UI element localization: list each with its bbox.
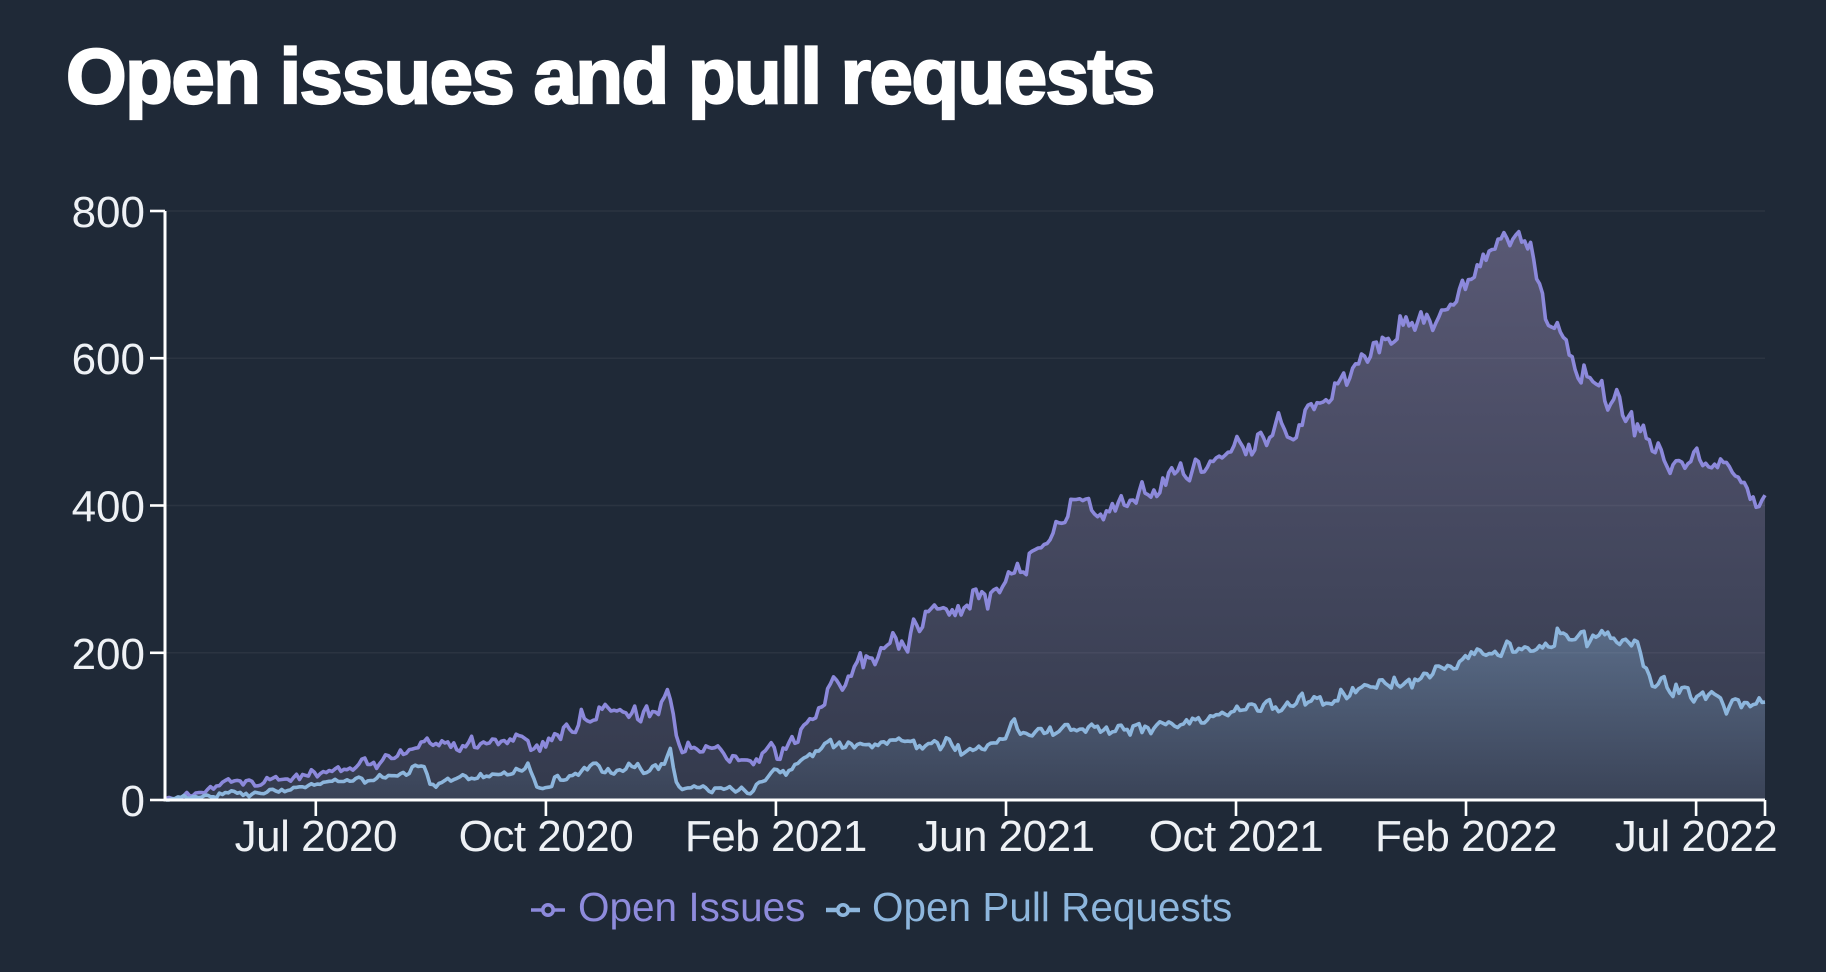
svg-text:400: 400 bbox=[72, 483, 145, 532]
svg-text:200: 200 bbox=[72, 630, 145, 679]
svg-text:Open Issues: Open Issues bbox=[578, 884, 805, 930]
svg-text:Feb 2022: Feb 2022 bbox=[1375, 812, 1557, 861]
svg-text:Feb 2021: Feb 2021 bbox=[685, 812, 867, 861]
svg-text:Jul 2022: Jul 2022 bbox=[1615, 812, 1777, 861]
svg-text:Open Pull Requests: Open Pull Requests bbox=[872, 884, 1232, 930]
svg-text:Oct 2020: Oct 2020 bbox=[459, 812, 634, 861]
svg-text:Jun 2021: Jun 2021 bbox=[917, 812, 1094, 861]
svg-text:800: 800 bbox=[72, 188, 145, 237]
svg-text:Jul 2020: Jul 2020 bbox=[235, 812, 397, 861]
svg-text:Oct 2021: Oct 2021 bbox=[1149, 812, 1324, 861]
svg-text:600: 600 bbox=[72, 335, 145, 384]
svg-text:0: 0 bbox=[121, 777, 145, 826]
